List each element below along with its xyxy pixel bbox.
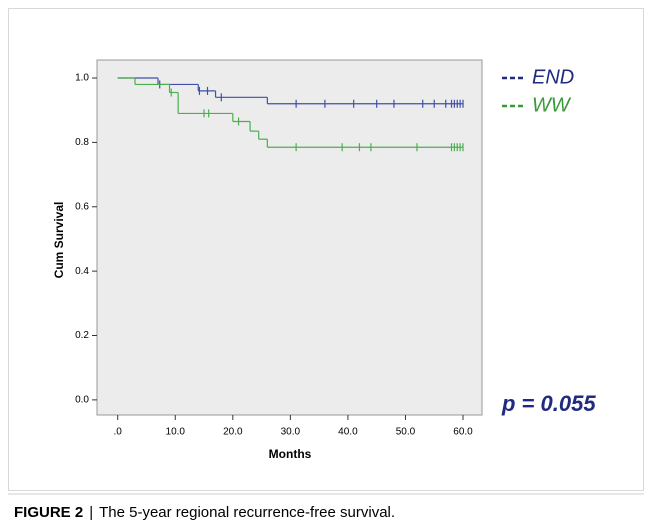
x-tick-label: 10.0 xyxy=(166,427,186,438)
y-tick-label: 0.4 xyxy=(75,266,89,277)
y-tick-label: 0.8 xyxy=(75,137,89,148)
p-value: p = 0.055 xyxy=(501,391,596,416)
caption-separator: | xyxy=(89,504,93,521)
plot-area xyxy=(96,59,483,416)
x-tick-label: 30.0 xyxy=(281,427,301,438)
x-tick-label: 20.0 xyxy=(223,427,243,438)
x-axis-label: Months xyxy=(269,447,312,461)
y-tick-label: 1.0 xyxy=(75,73,89,84)
x-tick-label: 60.0 xyxy=(453,427,473,438)
legend-label: WW xyxy=(532,94,572,116)
y-tick-label: 0.6 xyxy=(75,201,89,212)
legend-label: END xyxy=(532,66,574,88)
caption-text: The 5-year regional recurrence-free surv… xyxy=(99,504,395,521)
x-tick-label: .0 xyxy=(114,427,123,438)
x-tick-label: 50.0 xyxy=(396,427,416,438)
caption: FIGURE 2 | The 5-year regional recurrence-… xyxy=(14,504,395,521)
caption-label: FIGURE 2 xyxy=(14,504,83,521)
x-tick-label: 40.0 xyxy=(338,427,358,438)
y-tick-label: 0.2 xyxy=(75,330,89,341)
y-axis-label: Cum Survival xyxy=(52,202,66,279)
figure-frame xyxy=(8,8,644,491)
y-tick-label: 0.0 xyxy=(75,395,89,406)
